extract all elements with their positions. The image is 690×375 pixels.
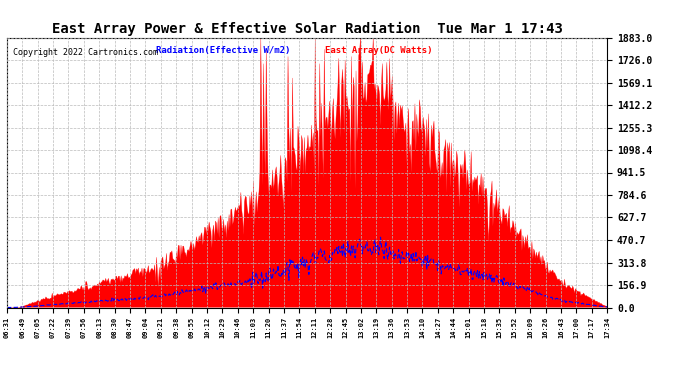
Text: Copyright 2022 Cartronics.com: Copyright 2022 Cartronics.com <box>13 48 158 57</box>
Text: East Array(DC Watts): East Array(DC Watts) <box>326 46 433 55</box>
Title: East Array Power & Effective Solar Radiation  Tue Mar 1 17:43: East Array Power & Effective Solar Radia… <box>52 22 562 36</box>
Text: Radiation(Effective W/m2): Radiation(Effective W/m2) <box>156 46 290 55</box>
